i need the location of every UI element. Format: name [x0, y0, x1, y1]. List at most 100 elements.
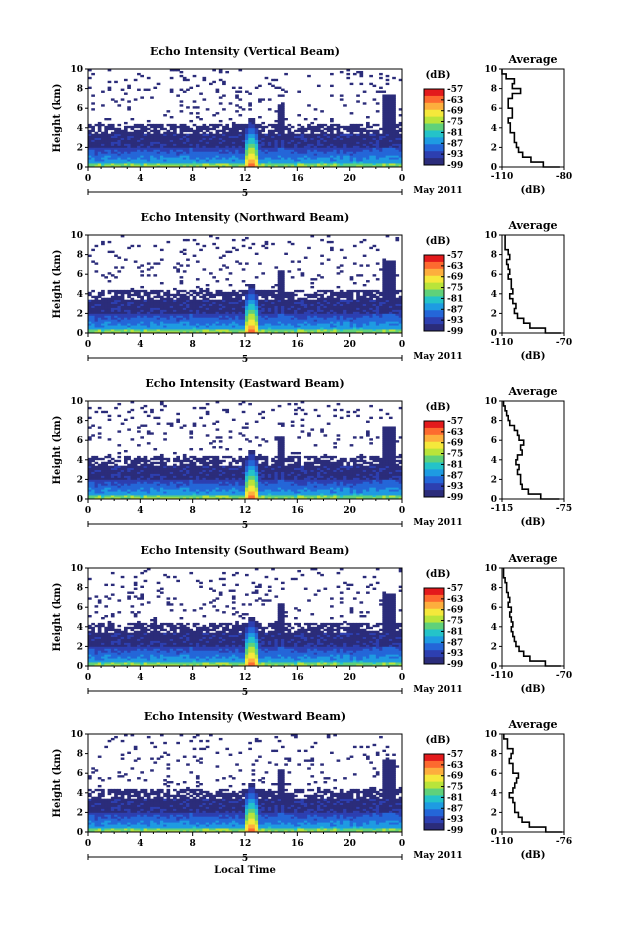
colorbar-swatch: [424, 476, 444, 484]
x-tick-label: 20: [343, 839, 356, 849]
colorbar-tick-label: -81: [447, 627, 463, 637]
profile-y-tick-label: 8: [491, 584, 497, 594]
colorbar: -57-63-69-75-81-87-93-99: [423, 417, 463, 503]
x-tick-label: 16: [291, 340, 304, 350]
profile-y-tick-label: 4: [491, 623, 497, 633]
colorbar-tick-label: -87: [447, 638, 463, 648]
profile-frame: [501, 567, 565, 667]
x-tick-label: 0: [85, 839, 91, 849]
colorbar-swatch: [424, 296, 444, 304]
colorbar-tick-label: -57: [447, 251, 463, 261]
colorbar-swatch: [424, 781, 444, 789]
colorbar-tick-label: -87: [447, 305, 463, 315]
day-label: 5: [242, 854, 248, 864]
x-tick-label: 16: [291, 673, 304, 683]
profile-x-tick-label: -110: [491, 837, 514, 847]
x-tick-label: 20: [343, 673, 356, 683]
colorbar-tick-label: -99: [447, 660, 463, 670]
x-tick-label: 4: [137, 340, 143, 350]
colorbar-swatch: [424, 588, 444, 596]
colorbar: -57-63-69-75-81-87-93-99: [423, 251, 463, 337]
colorbar-tick-label: -69: [447, 439, 463, 449]
y-axis-label: Height (km): [52, 84, 63, 153]
profile-y-tick-label: 10: [484, 397, 497, 407]
colorbar-tick-label: -93: [447, 649, 463, 659]
colorbar-swatch: [424, 421, 444, 429]
panel-3: Echo Intensity (Eastward Beam) Height (km…: [52, 377, 572, 531]
panel-title: Echo Intensity (Westward Beam): [144, 710, 346, 723]
x-tick-label: 0: [399, 839, 405, 849]
profile-x-tick-label: -110: [491, 671, 514, 681]
x-tick-label: 0: [399, 673, 405, 683]
colorbar-tick-label: -75: [447, 284, 463, 294]
colorbar-tick-label: -75: [447, 617, 463, 627]
profile-line: [502, 401, 560, 500]
profile-y-tick-label: 0: [491, 495, 497, 505]
colorbar-tick-label: -81: [447, 460, 463, 470]
colorbar-tick-label: -93: [447, 316, 463, 326]
colorbar-frame: [423, 254, 445, 332]
y-tick-label: 0: [77, 329, 83, 339]
colorbar-swatch: [424, 158, 444, 166]
month-label: May 2011: [413, 518, 462, 528]
colorbar-swatch: [424, 137, 444, 145]
profile-x-tick-label: -70: [556, 671, 572, 681]
profile-x-tick-label: -70: [556, 338, 572, 348]
profile-y-tick-label: 8: [491, 251, 497, 261]
average-profile: Average 0 2 4 6 8 10 -110 -80 (dB): [484, 53, 572, 196]
x-tick-label: 0: [85, 174, 91, 184]
colorbar-tick-label: -57: [447, 85, 463, 95]
colorbar-swatch: [424, 289, 444, 297]
colorbar-swatch: [424, 774, 444, 783]
month-label: May 2011: [413, 186, 462, 196]
colorbar: -57-63-69-75-81-87-93-99: [423, 750, 463, 836]
colorbar-tick-label: -81: [447, 294, 463, 304]
colorbar-tick-label: -69: [447, 772, 463, 782]
colorbar-swatch: [424, 636, 444, 644]
colorbar-swatch: [424, 268, 444, 277]
y-tick-label: 6: [77, 436, 83, 446]
colorbar-tick-label: -63: [447, 262, 463, 272]
y-tick-label: 10: [70, 397, 83, 407]
day-label: 5: [242, 688, 248, 698]
x-tick-label: 8: [190, 340, 196, 350]
colorbar-tick-label: -57: [447, 750, 463, 760]
month-label: May 2011: [413, 851, 462, 861]
panel-1: Echo Intensity (Vertical Beam) Height (km…: [52, 45, 572, 199]
profile-y-tick-label: 4: [491, 456, 497, 466]
average-profile: Average 0 2 4 6 8 10 -110 -70 (dB): [484, 219, 572, 362]
y-axis-label: Height (km): [52, 749, 63, 818]
colorbar-frame: [423, 587, 445, 665]
x-tick-label: 0: [85, 673, 91, 683]
colorbar-swatch: [424, 324, 444, 332]
colorbar-swatch: [424, 795, 444, 803]
profile-y-tick-label: 8: [491, 85, 497, 95]
profile-x-label: (dB): [521, 351, 546, 362]
y-tick-label: 2: [77, 309, 83, 319]
colorbar-swatch: [424, 462, 444, 470]
profile-y-tick-label: 2: [491, 642, 497, 652]
colorbar-swatch: [424, 823, 444, 831]
heatmap-cells: [88, 235, 403, 334]
y-tick-label: 8: [77, 251, 83, 261]
colorbar: -57-63-69-75-81-87-93-99: [423, 85, 463, 171]
month-label: May 2011: [413, 352, 462, 362]
profile-line: [502, 568, 561, 667]
profile-y-tick-label: 8: [491, 750, 497, 760]
profile-y-tick-label: 2: [491, 143, 497, 153]
colorbar-swatch: [424, 802, 444, 810]
y-tick-label: 4: [77, 456, 83, 466]
panel-5: Echo Intensity (Westward Beam) Height (km…: [52, 710, 572, 876]
average-profile: Average 0 2 4 6 8 10 -110 -70 (dB): [484, 552, 572, 695]
colorbar-swatch: [424, 95, 444, 104]
colorbar-swatch: [424, 816, 444, 824]
colorbar-unit: (dB): [426, 70, 451, 81]
x-tick-label: 0: [399, 174, 405, 184]
y-axis-label: Height (km): [52, 583, 63, 652]
profile-frame: [501, 68, 565, 168]
colorbar-swatch: [424, 310, 444, 318]
colorbar-swatch: [424, 788, 444, 796]
colorbar-swatch: [424, 760, 444, 769]
x-tick-label: 12: [239, 174, 252, 184]
